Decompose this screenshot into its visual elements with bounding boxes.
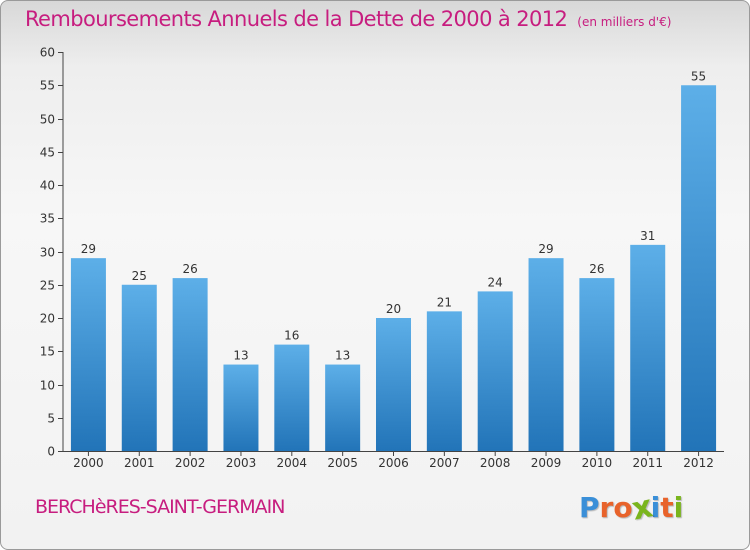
logo-letter: t bbox=[660, 491, 674, 524]
bar bbox=[274, 344, 310, 451]
y-tick-label: 60 bbox=[40, 46, 55, 60]
bar-value-label: 13 bbox=[335, 349, 350, 363]
x-tick-label: 2006 bbox=[378, 456, 409, 470]
logo-letter: r bbox=[599, 491, 614, 524]
y-tick-label: 45 bbox=[40, 146, 55, 160]
bar bbox=[681, 85, 717, 451]
x-tick-label: 2009 bbox=[531, 456, 562, 470]
bar-value-label: 20 bbox=[386, 302, 401, 316]
chart-title: Remboursements Annuels de la Dette de 20… bbox=[25, 7, 671, 31]
bar-value-label: 25 bbox=[132, 269, 147, 283]
bar-value-label: 21 bbox=[437, 295, 452, 309]
y-tick-label: 10 bbox=[40, 379, 55, 393]
bar bbox=[477, 291, 513, 451]
y-tick-label: 35 bbox=[40, 212, 55, 226]
proxiti-logo: Proxiti bbox=[579, 488, 684, 528]
bar bbox=[121, 284, 157, 451]
x-tick-label: 2010 bbox=[582, 456, 613, 470]
bar bbox=[579, 278, 615, 451]
y-tick-label: 15 bbox=[40, 345, 55, 359]
y-tick-label: 25 bbox=[40, 279, 55, 293]
bar-value-label: 29 bbox=[81, 242, 96, 256]
bar bbox=[223, 364, 259, 451]
bar bbox=[528, 258, 564, 451]
x-tick-label: 2002 bbox=[175, 456, 206, 470]
x-tick-label: 2012 bbox=[683, 456, 714, 470]
logo-letter: i bbox=[673, 491, 684, 524]
bar-value-label: 31 bbox=[640, 229, 655, 243]
chart-unit: (en milliers d'€) bbox=[577, 15, 672, 29]
bar bbox=[172, 278, 208, 451]
y-tick-label: 40 bbox=[40, 179, 55, 193]
x-tick-label: 2003 bbox=[226, 456, 257, 470]
bar-value-label: 13 bbox=[233, 349, 248, 363]
bar-value-label: 16 bbox=[284, 329, 299, 343]
y-tick-label: 20 bbox=[40, 312, 55, 326]
bar bbox=[426, 311, 462, 451]
y-tick-label: 30 bbox=[40, 246, 55, 260]
bar bbox=[376, 318, 411, 451]
bar-value-label: 26 bbox=[589, 262, 604, 276]
x-tick-label: 2011 bbox=[632, 456, 663, 470]
x-tick-label: 2007 bbox=[429, 456, 460, 470]
bar-value-label: 55 bbox=[691, 69, 706, 83]
bar bbox=[325, 364, 361, 451]
chart-title-text: Remboursements Annuels de la Dette de 20… bbox=[25, 7, 568, 31]
bar bbox=[70, 258, 106, 451]
bar-value-label: 24 bbox=[488, 275, 503, 289]
x-tick-label: 2008 bbox=[480, 456, 511, 470]
y-tick-label: 5 bbox=[47, 412, 55, 426]
y-tick-label: 55 bbox=[40, 79, 55, 93]
bar bbox=[630, 244, 666, 451]
x-tick-label: 2004 bbox=[277, 456, 308, 470]
y-tick-label: 0 bbox=[47, 445, 55, 459]
x-tick-label: 2000 bbox=[73, 456, 104, 470]
y-tick-label: 50 bbox=[40, 113, 55, 127]
logo-letter: P bbox=[579, 491, 600, 524]
x-tick-label: 2001 bbox=[124, 456, 155, 470]
logo-letter: i bbox=[650, 491, 661, 524]
logo-letter: o bbox=[613, 491, 633, 524]
x-tick-label: 2005 bbox=[327, 456, 358, 470]
bar-value-label: 26 bbox=[182, 262, 197, 276]
commune-name: BERCHèRES-SAINT-GERMAIN bbox=[35, 496, 285, 518]
bar-value-label: 29 bbox=[538, 242, 553, 256]
